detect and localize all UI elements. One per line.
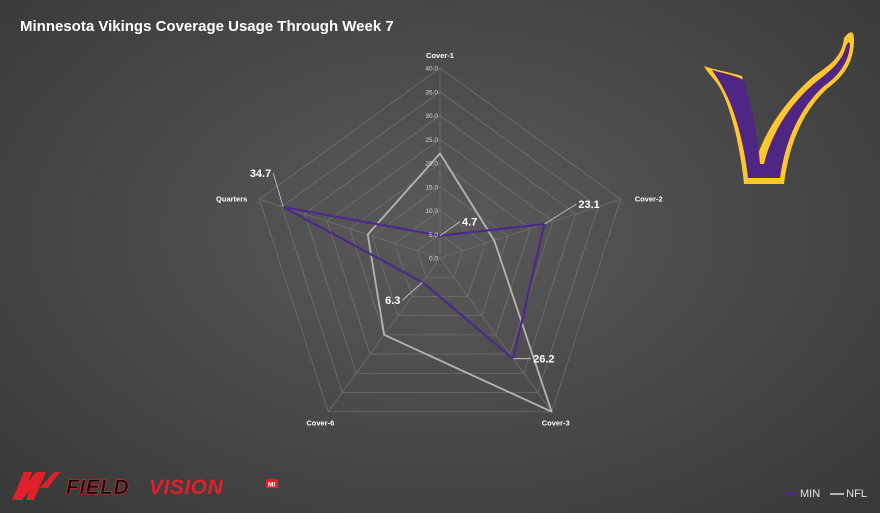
tick-label-2: 10.0: [425, 208, 438, 215]
radar-series: [282, 152, 553, 413]
fieldvision-mark-icon: [12, 472, 46, 500]
grid-spoke-1: [439, 198, 621, 259]
tick-label-0: 0.0: [429, 256, 438, 263]
legend-item-min: MIN: [784, 488, 820, 500]
legend-swatch-min: [784, 493, 798, 495]
grid-spoke-2: [439, 257, 553, 412]
axis-label-cover-3: Cover-3: [542, 419, 570, 428]
data-label-leader-3: [402, 281, 423, 301]
legend-label-min: MIN: [800, 488, 821, 500]
grid-ring-1: [416, 233, 464, 278]
vikings-v-logo: [704, 32, 854, 184]
tick-label-6: 30.0: [425, 113, 438, 120]
tick-label-8: 40.0: [425, 66, 438, 73]
data-label-leader-4: [272, 172, 284, 208]
grid-ring-4: [349, 162, 531, 336]
axis-label-cover-2: Cover-2: [635, 194, 663, 203]
axis-label-cover-6: Cover-6: [306, 419, 334, 428]
data-label-min-4: 34.7: [250, 168, 271, 180]
legend-swatch-nfl: [830, 493, 845, 495]
data-label-min-3: 6.3: [385, 295, 400, 307]
series-nfl-line: [366, 152, 553, 413]
series-min-line: [282, 205, 546, 360]
chart-title: Minnesota Vikings Coverage Usage Through…: [20, 18, 394, 35]
tick-label-1: 5.0: [429, 232, 438, 239]
grid-ring-3: [371, 186, 509, 317]
grid-ring-7: [281, 91, 599, 393]
grid-ring-6: [304, 115, 576, 374]
fieldvision-logo: FIELD VISION MI: [12, 472, 278, 500]
svg-text:MI: MI: [268, 482, 275, 489]
legend: MIN NFL: [784, 488, 867, 500]
tick-label-4: 20.0: [425, 161, 438, 168]
data-label-min-0: 4.7: [462, 217, 477, 229]
tick-label-7: 35.0: [425, 89, 438, 96]
data-label-min-1: 23.1: [578, 199, 599, 211]
axis-label-cover-1: Cover-1: [426, 51, 454, 60]
tick-label-5: 25.0: [425, 137, 438, 144]
data-label-leader-1: [544, 203, 577, 225]
grid-ring-8: [258, 67, 622, 413]
svg-text:FIELD: FIELD: [66, 476, 129, 499]
svg-text:VISION: VISION: [149, 476, 224, 499]
legend-item-nfl: NFL: [830, 488, 867, 500]
grid-ring-5: [326, 138, 554, 355]
legend-label-nfl: NFL: [846, 488, 867, 500]
radar-labels: 0.0 5.0 10.0 15.0 20.0 25.0 30.0 35.0 40.0 Cover-…: [216, 51, 663, 428]
tick-label-3: 15.0: [425, 184, 438, 191]
axis-label-quarters: Quarters: [216, 194, 247, 203]
data-label-min-2: 26.2: [533, 354, 554, 366]
data-label-leader-0: [439, 221, 461, 237]
